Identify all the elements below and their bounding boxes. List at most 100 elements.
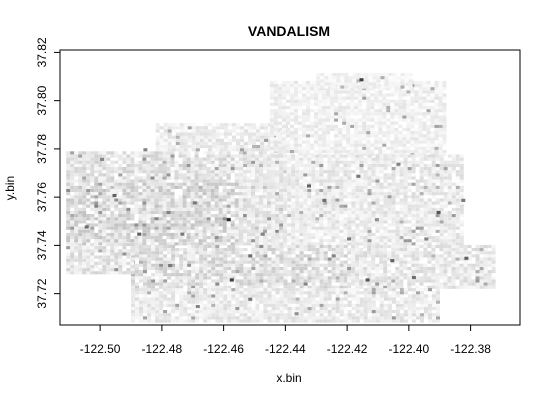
heatmap-cell xyxy=(202,236,207,240)
heatmap-cell xyxy=(214,207,219,211)
heatmap-cell xyxy=(269,112,274,116)
heatmap-cell xyxy=(414,134,419,138)
heatmap-cell xyxy=(383,257,388,261)
heatmap-cell xyxy=(371,214,376,218)
heatmap-cell xyxy=(434,131,439,135)
heatmap-cell xyxy=(122,170,127,174)
heatmap-cell xyxy=(319,188,324,193)
heatmap-cell xyxy=(326,87,331,91)
heatmap-cell xyxy=(418,109,423,113)
heatmap-cell xyxy=(239,279,244,283)
heatmap-cell xyxy=(298,127,303,132)
heatmap-cell xyxy=(315,154,320,158)
heatmap-cell xyxy=(70,223,75,227)
heatmap-cell xyxy=(342,146,347,150)
heatmap-cell xyxy=(159,273,164,277)
heatmap-cell xyxy=(98,226,103,230)
heatmap-cell xyxy=(218,236,223,240)
heatmap-cell xyxy=(283,266,288,271)
heatmap-cell xyxy=(346,112,351,116)
heatmap-cell xyxy=(438,118,443,122)
heatmap-cell xyxy=(319,198,324,202)
heatmap-cell xyxy=(303,254,308,258)
heatmap-cell xyxy=(219,138,224,142)
heatmap-cell xyxy=(182,210,187,215)
heatmap-cell xyxy=(150,217,155,221)
heatmap-cell xyxy=(355,160,360,164)
heatmap-cell xyxy=(256,132,261,136)
heatmap-cell xyxy=(271,239,276,243)
heatmap-cell xyxy=(206,188,211,193)
heatmap-cell xyxy=(155,270,160,274)
heatmap-cell xyxy=(320,79,325,83)
heatmap-cell xyxy=(451,163,456,168)
heatmap-cell xyxy=(159,145,164,149)
heatmap-cell xyxy=(359,185,364,189)
heatmap-cell xyxy=(255,285,260,289)
heatmap-cell xyxy=(344,82,349,86)
heatmap-cell xyxy=(426,134,431,138)
heatmap-cell xyxy=(351,229,356,233)
heatmap-cell xyxy=(155,273,160,277)
heatmap-cell xyxy=(234,207,239,211)
heatmap-cell xyxy=(447,242,452,246)
heatmap-cell xyxy=(154,232,159,237)
heatmap-cell xyxy=(387,188,392,193)
heatmap-cell xyxy=(355,167,360,171)
heatmap-cell xyxy=(194,223,199,227)
heatmap-cell xyxy=(306,80,311,85)
heatmap-cell xyxy=(210,198,215,202)
heatmap-cell xyxy=(134,239,139,243)
heatmap-cell xyxy=(86,239,91,243)
heatmap-cell xyxy=(346,124,351,128)
heatmap-cell xyxy=(370,134,375,138)
heatmap-cell xyxy=(335,185,340,189)
heatmap-cell xyxy=(455,195,460,199)
heatmap-cell xyxy=(102,198,107,202)
heatmap-cell xyxy=(255,188,260,193)
heatmap-cell xyxy=(210,207,215,211)
heatmap-cell xyxy=(154,176,159,180)
heatmap-cell xyxy=(378,87,383,91)
heatmap-cell xyxy=(347,179,352,183)
heatmap-cell xyxy=(158,207,163,211)
heatmap-cell xyxy=(251,229,256,233)
heatmap-cell xyxy=(90,160,95,164)
heatmap-cell xyxy=(138,179,143,183)
heatmap-cell xyxy=(422,96,427,100)
heatmap-cell xyxy=(374,90,379,94)
heatmap-cell xyxy=(387,282,392,286)
heatmap-cell xyxy=(110,160,115,164)
heatmap-cell xyxy=(146,195,151,199)
heatmap-cell xyxy=(282,143,287,147)
heatmap-cell xyxy=(382,143,387,147)
heatmap-cell xyxy=(394,121,399,125)
heatmap-cell xyxy=(435,170,440,174)
heatmap-cell xyxy=(287,204,292,208)
heatmap-cell xyxy=(243,239,248,243)
heatmap-cell xyxy=(166,214,171,218)
heatmap-cell xyxy=(338,96,343,100)
heatmap-cell xyxy=(230,167,235,171)
heatmap-cell xyxy=(395,185,400,189)
heatmap-cell xyxy=(438,149,443,154)
heatmap-cell xyxy=(290,96,295,100)
heatmap-cell xyxy=(350,137,355,141)
heatmap-cell xyxy=(186,207,191,211)
heatmap-cell xyxy=(423,170,428,174)
heatmap-cell xyxy=(230,160,235,164)
heatmap-cell xyxy=(134,226,139,230)
heatmap-cell xyxy=(338,134,343,138)
heatmap-cell xyxy=(318,102,323,106)
heatmap-cell xyxy=(403,232,408,237)
heatmap-cell xyxy=(363,236,368,240)
heatmap-cell xyxy=(170,157,175,161)
heatmap-cell xyxy=(379,226,384,230)
heatmap-cell xyxy=(387,229,392,233)
heatmap-cell xyxy=(234,173,239,177)
heatmap-cell xyxy=(363,226,368,230)
heatmap-cell xyxy=(339,242,344,246)
heatmap-cell xyxy=(338,112,343,116)
heatmap-cell xyxy=(362,115,367,119)
heatmap-cell xyxy=(282,204,287,208)
